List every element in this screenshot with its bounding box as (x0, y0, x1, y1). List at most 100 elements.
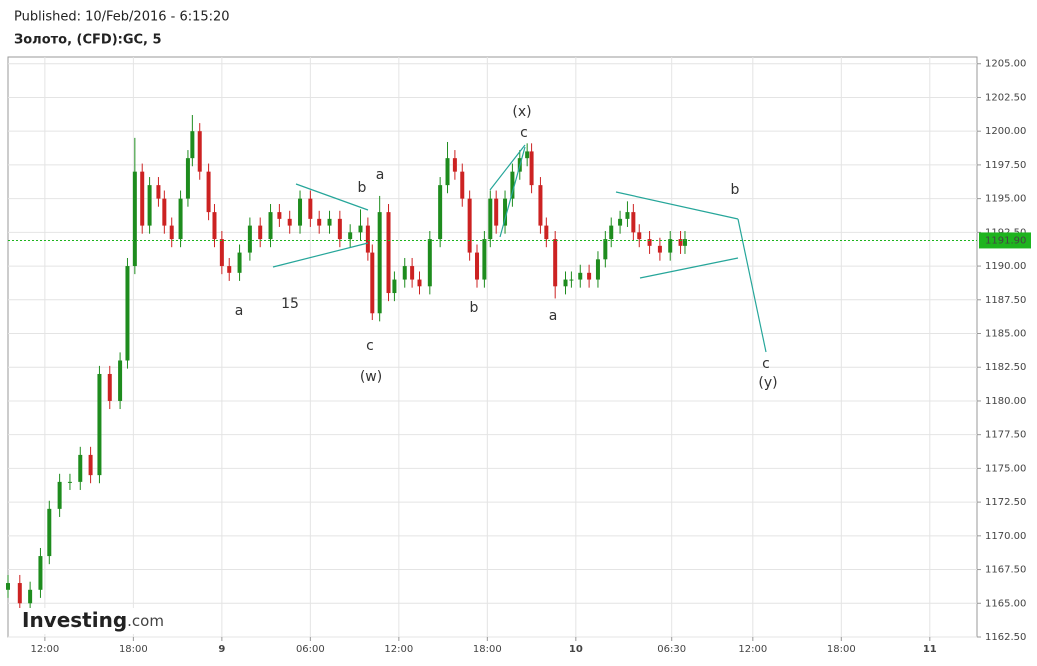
y-tick-label: 1177.50 (985, 430, 1026, 441)
trend-line (615, 191, 739, 220)
y-tick-label: 1180.00 (985, 396, 1026, 407)
candle-body (140, 171, 145, 226)
candle-body (370, 252, 375, 314)
x-tick-label: 12:00 (384, 644, 413, 655)
y-tick-label: 1175.00 (985, 463, 1026, 474)
wave-label: (y) (758, 375, 777, 391)
candle-body (438, 185, 443, 240)
x-tick-label: 10 (569, 644, 583, 655)
candle-body (603, 239, 608, 260)
trend-line (639, 257, 739, 279)
last-price-label: 1191.90 (985, 235, 1026, 246)
candle-body (57, 481, 62, 509)
y-tick-label: 1162.50 (985, 632, 1026, 643)
candle-body (417, 279, 422, 287)
x-tick-label: 06:30 (657, 644, 686, 655)
candle-body (410, 266, 415, 280)
candle-body (348, 232, 353, 240)
wave-label: c (366, 338, 374, 354)
candle-body (578, 272, 583, 280)
candle-body (618, 218, 623, 226)
plot-frame (7, 56, 978, 638)
candle-body (467, 198, 472, 253)
last-price-box (979, 232, 1031, 249)
wave-label: a (549, 308, 558, 324)
candle-body (206, 171, 211, 213)
y-tick-label: 1205.00 (985, 59, 1026, 70)
candle-body (277, 212, 282, 219)
wave-label: b (470, 300, 479, 316)
x-tick-label: 9 (218, 644, 225, 655)
candle-body (587, 272, 592, 280)
candle-body (28, 589, 33, 604)
logo: Investing.com (22, 608, 164, 632)
candle-body (298, 198, 303, 226)
candle-body (178, 198, 183, 240)
candle-body (365, 225, 370, 253)
candle-body (107, 373, 112, 401)
candle-body (6, 583, 10, 590)
candle-body (377, 212, 382, 314)
candle-body (219, 239, 224, 267)
wave-label: c (520, 125, 528, 141)
y-tick-label: 1170.00 (985, 531, 1026, 542)
candle-body (97, 373, 102, 476)
candle-body (525, 151, 530, 159)
candle-body (631, 212, 636, 233)
y-tick-label: 1165.00 (985, 598, 1026, 609)
y-tick-label: 1187.50 (985, 295, 1026, 306)
trend-line (489, 144, 526, 191)
wave-label: (w) (360, 369, 382, 385)
candle-body (47, 508, 52, 557)
wave-label: c (762, 356, 770, 372)
wave-label: b (358, 180, 367, 196)
candle-body (510, 171, 515, 199)
x-tick-label: 18:00 (473, 644, 502, 655)
candle-body (668, 239, 673, 253)
candle-body (494, 198, 499, 226)
candle-body (317, 218, 322, 226)
candle-body (197, 131, 202, 172)
candle-body (482, 239, 487, 280)
candle-body (402, 266, 407, 280)
candle-body (212, 212, 217, 240)
logo-bg (12, 608, 144, 634)
candle-body (358, 225, 363, 233)
wave-label: (x) (512, 104, 531, 120)
candle-body (190, 131, 195, 159)
x-tick-label: 12:00 (30, 644, 59, 655)
x-tick-label: 12:00 (738, 644, 767, 655)
candle-body (503, 198, 508, 226)
candle-body (563, 279, 568, 287)
candle-body (569, 279, 574, 281)
candle-body (538, 185, 543, 226)
logo-brand: Investing (22, 608, 127, 632)
candle-body (445, 158, 450, 186)
candle-body (88, 454, 93, 476)
x-tick-label: 11 (923, 644, 937, 655)
candle-body (657, 245, 662, 253)
candle-body (337, 218, 342, 240)
candle-body (156, 185, 161, 199)
wave-label: a (376, 167, 385, 183)
y-tick-label: 1202.50 (985, 92, 1026, 103)
x-tick-label: 18:00 (119, 644, 148, 655)
candle-body (308, 198, 313, 219)
candle-body (427, 239, 432, 287)
candle-body (678, 239, 683, 246)
y-tick-label: 1197.50 (985, 160, 1026, 171)
candle-body (460, 171, 465, 199)
candle-body (392, 279, 397, 294)
candle-body (17, 583, 22, 604)
candle-body (452, 158, 457, 172)
candle-body (287, 218, 292, 226)
wave-label: 15 (281, 296, 299, 312)
y-tick-label: 1167.50 (985, 565, 1026, 576)
y-tick-label: 1190.00 (985, 261, 1026, 272)
y-tick-label: 1182.50 (985, 362, 1026, 373)
x-tick-label: 18:00 (827, 644, 856, 655)
candle-body (118, 360, 123, 401)
candle-body (38, 556, 43, 590)
